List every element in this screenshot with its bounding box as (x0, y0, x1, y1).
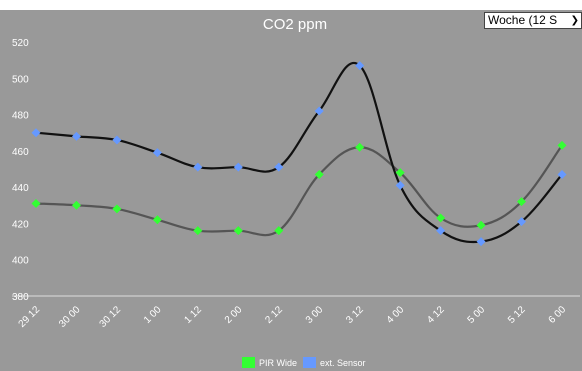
x-tick-label: 30 12 (98, 304, 124, 330)
data-point (436, 226, 446, 236)
data-point (517, 197, 527, 207)
legend-item-pir-wide[interactable]: PIR Wide (242, 357, 297, 368)
x-tick-label: 30 00 (57, 304, 83, 330)
data-point (152, 148, 162, 158)
series-points (31, 61, 567, 247)
data-point (152, 215, 162, 225)
range-select-value: Woche (12 S (488, 13, 558, 27)
x-axis: 29 12 30 00 30 12 1 00 1 12 2 00 2 12 3 00 3 12 4… (17, 304, 569, 330)
y-tick-label: 480 (12, 111, 29, 122)
x-tick-label: 5 00 (466, 304, 488, 326)
data-point (233, 226, 243, 236)
data-point (395, 168, 405, 178)
data-point (395, 180, 405, 190)
y-tick-label: 400 (12, 256, 29, 267)
data-point (436, 213, 446, 223)
data-point (71, 200, 81, 210)
x-tick-label: 29 12 (17, 304, 43, 330)
data-point (193, 226, 203, 236)
y-tick-label: 500 (12, 74, 29, 85)
data-point (274, 226, 284, 236)
series-line (35, 144, 563, 237)
y-axis: 380 400 420 440 460 480 500 520 (12, 38, 29, 303)
x-tick-label: 3 12 (344, 304, 366, 326)
data-point (274, 162, 284, 172)
x-tick-label: 4 12 (425, 304, 447, 326)
data-point (31, 128, 41, 138)
legend-item-ext-sensor[interactable]: ext. Sensor (303, 357, 366, 368)
legend-swatch (303, 357, 317, 368)
data-point (31, 198, 41, 208)
x-tick-label: 1 12 (182, 304, 204, 326)
legend: PIR Wide ext. Sensor (242, 357, 372, 368)
x-tick-label: 5 12 (506, 304, 528, 326)
data-point (112, 204, 122, 214)
data-point (517, 217, 527, 227)
data-point (233, 162, 243, 172)
y-tick-label: 420 (12, 219, 29, 230)
data-point (476, 237, 486, 247)
data-point (314, 169, 324, 179)
x-tick-label: 6 00 (547, 304, 569, 326)
chart-title: CO2 ppm (263, 16, 327, 33)
range-select[interactable]: Woche (12 S ❯ (484, 12, 582, 29)
chart-panel: CO2 ppm 380 400 420 440 460 480 500 520 29 12 30… (0, 10, 582, 371)
y-tick-label: 520 (12, 38, 29, 49)
y-tick-label: 380 (12, 292, 29, 303)
data-point (355, 142, 365, 152)
data-point (314, 106, 324, 116)
legend-label: ext. Sensor (320, 357, 366, 368)
data-point (557, 140, 567, 150)
y-tick-label: 440 (12, 183, 29, 194)
data-point (355, 61, 365, 71)
y-tick-label: 460 (12, 147, 29, 158)
x-tick-label: 2 12 (263, 304, 285, 326)
data-point (71, 131, 81, 141)
data-point (476, 220, 486, 230)
series-line (35, 62, 563, 244)
data-point (557, 169, 567, 179)
x-tick-label: 2 00 (223, 304, 245, 326)
x-tick-label: 4 00 (385, 304, 407, 326)
x-tick-label: 3 00 (304, 304, 326, 326)
x-tick-label: 1 00 (142, 304, 164, 326)
legend-swatch (242, 357, 255, 368)
series-lines (35, 62, 563, 244)
data-point (193, 162, 203, 172)
chevron-down-icon: ❯ (570, 15, 579, 26)
data-point (112, 135, 122, 145)
co2-line-chart: CO2 ppm 380 400 420 440 460 480 500 520 29 12 30… (12, 16, 580, 330)
legend-label: PIR Wide (259, 357, 298, 368)
